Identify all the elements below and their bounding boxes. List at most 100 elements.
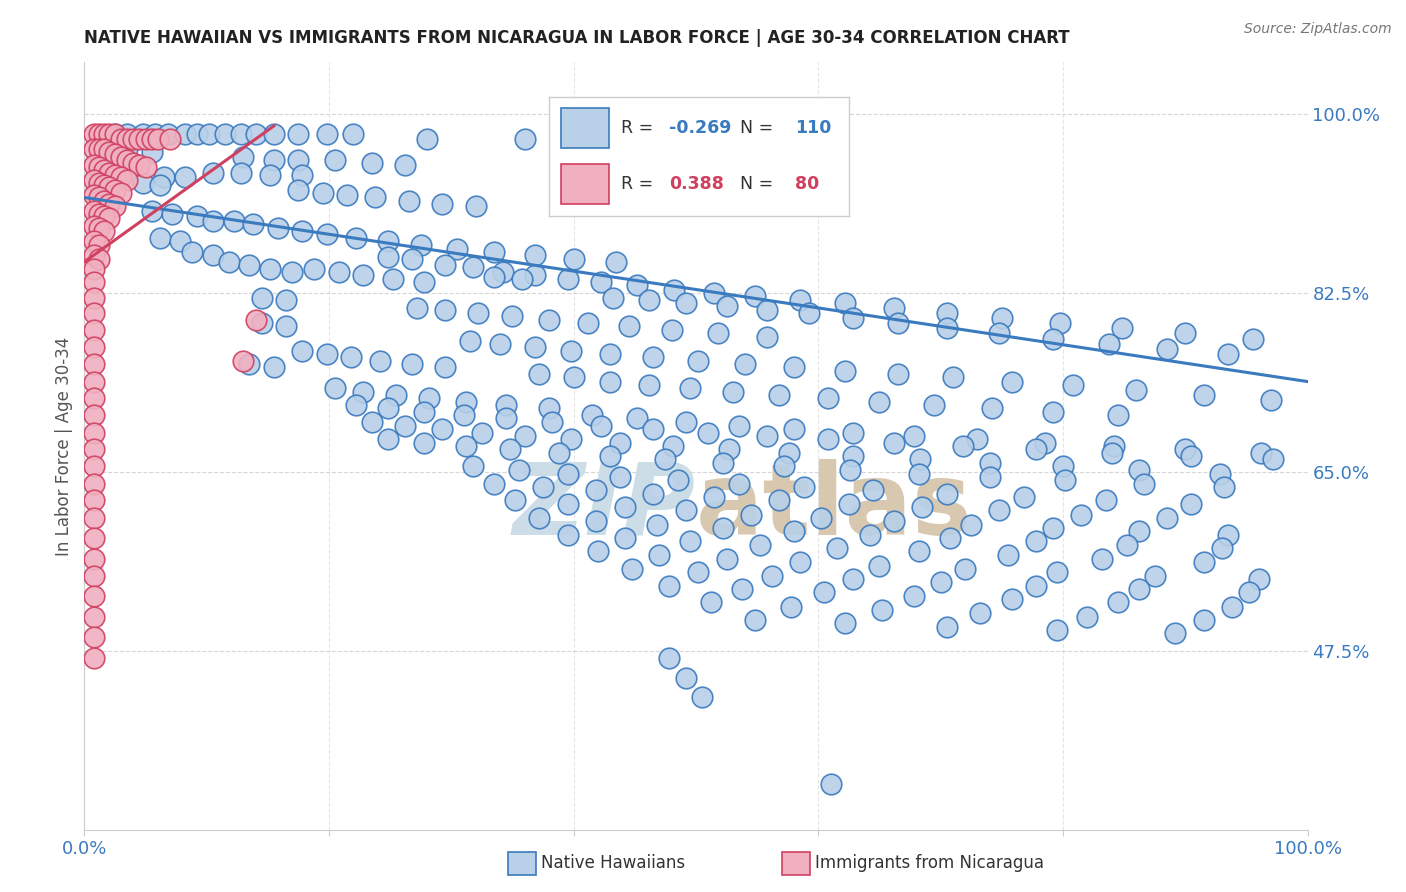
Point [495,411,517,425]
Point [93,142,115,156]
Point [413,436,436,450]
Point [679,381,702,395]
Point [1247,572,1270,586]
Point [83,375,105,389]
Point [360,416,382,430]
Point [997,549,1019,563]
Point [911,500,934,515]
Point [675,671,697,685]
Point [810,510,832,524]
Point [793,480,815,494]
Point [377,235,399,249]
Point [83,510,105,524]
Point [839,462,862,476]
Point [83,306,105,320]
Point [370,354,392,368]
Point [523,340,546,354]
Point [83,127,105,141]
Point [643,487,665,501]
Point [589,276,612,290]
Point [887,316,910,330]
Point [83,569,105,583]
Point [315,347,337,361]
Point [87,176,110,190]
Point [599,375,621,389]
Point [523,268,546,283]
Point [1107,595,1129,609]
Point [560,432,582,446]
Point [1208,467,1230,481]
Point [312,186,335,201]
Point [232,354,254,368]
Point [734,357,756,371]
Point [599,347,621,361]
Point [755,302,778,317]
Point [679,534,702,549]
Point [1062,377,1084,392]
Point [523,248,546,262]
Point [287,153,309,167]
Point [1070,508,1092,522]
Point [416,132,439,146]
Point [153,169,176,184]
Y-axis label: In Labor Force | Age 30-34: In Labor Force | Age 30-34 [55,336,73,556]
Point [1128,582,1150,597]
Point [991,311,1014,326]
Point [83,340,105,354]
Point [104,127,127,141]
Point [666,473,689,487]
Point [513,132,536,146]
Point [773,459,796,474]
Point [952,439,974,453]
Point [83,357,105,371]
Point [697,425,720,440]
Point [87,207,110,221]
Point [413,276,436,290]
Point [406,301,429,315]
Point [716,551,738,566]
Point [716,299,738,313]
Point [291,343,314,358]
Point [1104,439,1126,453]
Point [146,132,169,146]
Point [688,565,710,579]
Point [135,132,157,146]
Point [110,132,132,146]
Point [661,439,683,453]
Point [1042,332,1064,346]
Point [834,295,856,310]
Point [434,302,457,317]
Point [83,459,105,474]
Point [83,323,105,337]
Point [1263,452,1285,467]
Point [93,194,115,208]
Point [988,503,1011,517]
Point [1025,579,1047,593]
Point [132,176,155,190]
Point [1049,316,1071,330]
Point [887,368,910,382]
Point [711,521,734,535]
Point [817,391,839,405]
Point [707,326,730,341]
Point [315,227,337,242]
Point [780,599,803,614]
Point [97,166,120,180]
Point [1174,442,1197,456]
Point [797,306,820,320]
Point [259,262,281,277]
Point [817,432,839,446]
Point [862,483,884,497]
Point [548,446,571,460]
Point [238,258,260,272]
Point [83,493,105,508]
Point [1091,551,1114,566]
Point [789,555,811,569]
Point [87,190,110,204]
Point [344,398,367,412]
Point [531,480,554,494]
Point [434,360,457,375]
Point [482,244,505,259]
Point [1111,321,1133,335]
Point [841,572,863,586]
